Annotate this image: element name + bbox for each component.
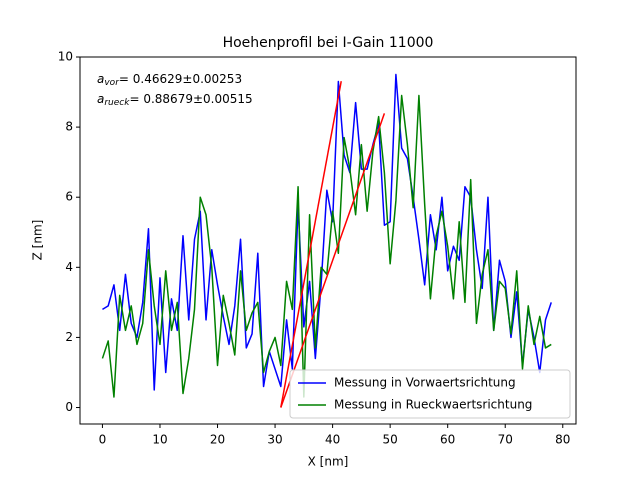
x-tick-label: 10 bbox=[152, 433, 167, 447]
annotation-text: = 0.88679±0.00515 bbox=[129, 92, 252, 106]
y-tick-label: 8 bbox=[65, 120, 73, 134]
y-tick-label: 2 bbox=[65, 330, 73, 344]
x-tick-label: 20 bbox=[210, 433, 225, 447]
x-tick-label: 0 bbox=[99, 433, 107, 447]
fit-line bbox=[280, 113, 386, 408]
legend-box bbox=[289, 369, 571, 419]
annotation-subscript: rueck bbox=[104, 98, 130, 108]
x-tick-label: 70 bbox=[498, 433, 513, 447]
annotation: arueck= 0.88679±0.00515 bbox=[97, 92, 253, 108]
annotation-text: = 0.46629±0.00253 bbox=[119, 72, 242, 86]
y-tick-label: 4 bbox=[65, 260, 73, 274]
y-axis-label: Z [nm] bbox=[31, 220, 45, 261]
annotation-symbol: a bbox=[97, 92, 104, 106]
x-tick-label: 30 bbox=[267, 433, 282, 447]
fit-line bbox=[280, 81, 342, 408]
x-axis-label: X [nm] bbox=[308, 455, 349, 469]
y-tick-label: 0 bbox=[65, 400, 73, 414]
x-tick-label: 80 bbox=[555, 433, 570, 447]
x-tick-label: 50 bbox=[383, 433, 398, 447]
chart-title: Hoehenprofil bei I-Gain 11000 bbox=[223, 35, 434, 51]
y-tick-label: 6 bbox=[65, 190, 73, 204]
plot-frame bbox=[79, 56, 577, 425]
annotation: avor= 0.46629±0.00253 bbox=[97, 72, 242, 88]
legend-label: Messung in Vorwaertsrichtung bbox=[334, 376, 516, 390]
y-tick-label: 10 bbox=[58, 50, 73, 64]
x-tick-label: 40 bbox=[325, 433, 340, 447]
annotation-symbol: a bbox=[97, 72, 104, 86]
legend-label: Messung in Rueckwaertsrichtung bbox=[334, 398, 532, 412]
annotation-subscript: vor bbox=[104, 78, 120, 88]
data-line bbox=[102, 73, 552, 391]
x-tick-label: 60 bbox=[440, 433, 455, 447]
data-line bbox=[101, 94, 552, 398]
